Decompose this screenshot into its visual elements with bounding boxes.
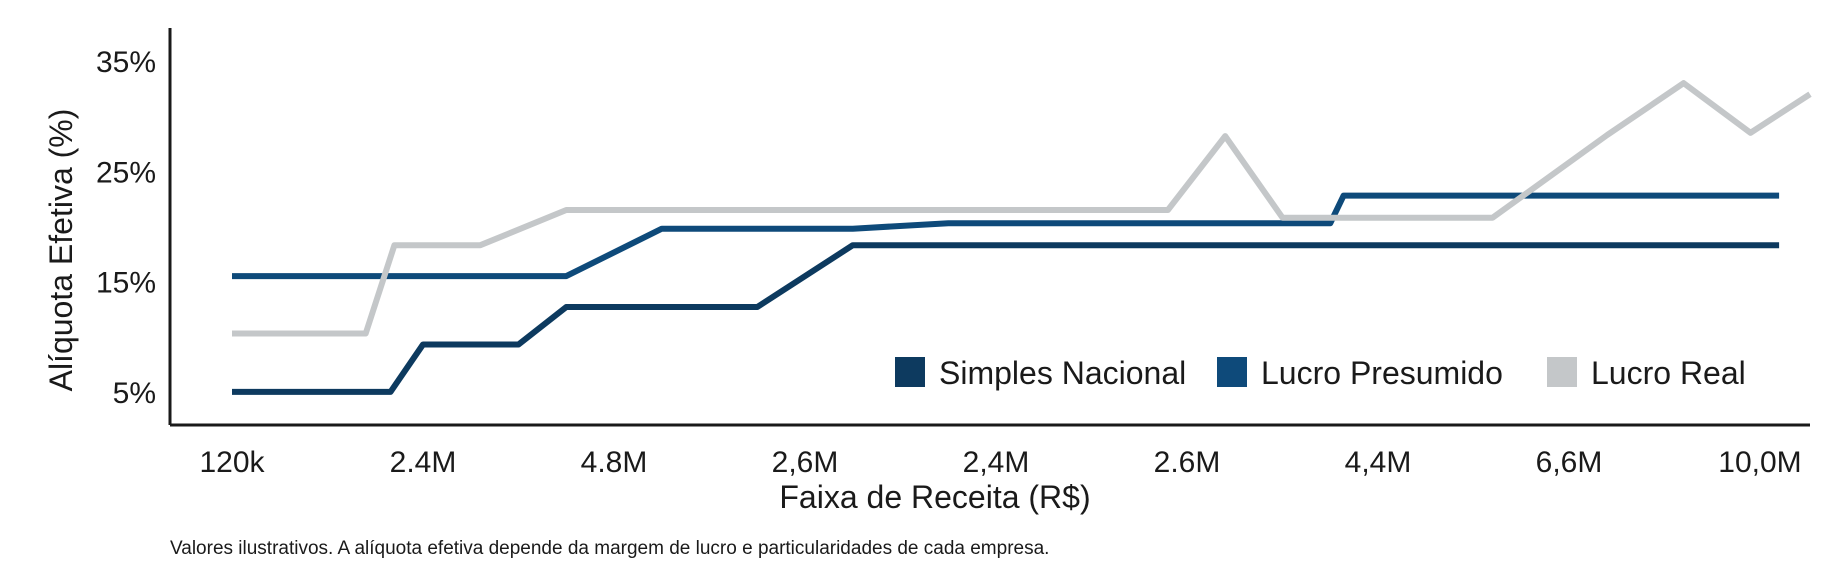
series-line-2 bbox=[232, 192, 1780, 280]
y-tick-label: 35% bbox=[96, 46, 156, 79]
x-tick-label: 2,6M bbox=[772, 446, 839, 479]
legend-label: Lucro Real bbox=[1591, 355, 1746, 391]
legend-label: Lucro Presumido bbox=[1261, 355, 1503, 391]
x-tick-label: 120k bbox=[199, 446, 265, 479]
series-line-3 bbox=[232, 80, 1812, 337]
y-tick-label: 5% bbox=[113, 377, 156, 410]
y-tick-label: 15% bbox=[96, 267, 156, 300]
legend: Simples Nacional Lucro Presumido Lucro Rea… bbox=[895, 355, 1746, 391]
x-tick-labels: 120k 2.4M 4.8M 2,6M 2,4M 2.6M 4,4M 6,6M 10,0M bbox=[199, 446, 1801, 479]
axes bbox=[168, 28, 1810, 427]
x-tick-label: 6,6M bbox=[1536, 446, 1603, 479]
y-tick-labels: 5% 15% 25% 35% bbox=[96, 46, 156, 410]
y-tick-label: 25% bbox=[96, 156, 156, 189]
x-tick-label: 2.4M bbox=[390, 446, 457, 479]
x-tick-label: 4.8M bbox=[581, 446, 648, 479]
x-axis-title: Faixa de Receita (R$) bbox=[779, 479, 1090, 515]
legend-swatch bbox=[1547, 357, 1577, 387]
legend-swatch bbox=[895, 357, 925, 387]
legend-label: Simples Nacional bbox=[939, 355, 1186, 391]
footnote: Valores ilustrativos. A alíquota efetiva… bbox=[170, 538, 1050, 559]
series-lines bbox=[232, 80, 1812, 395]
legend-swatch bbox=[1217, 357, 1247, 387]
x-tick-label: 10,0M bbox=[1718, 446, 1801, 479]
x-tick-label: 2.6M bbox=[1154, 446, 1221, 479]
x-tick-label: 4,4M bbox=[1345, 446, 1412, 479]
series-line-1 bbox=[232, 242, 1780, 395]
x-tick-label: 2,4M bbox=[963, 446, 1030, 479]
y-axis-title: Alíquota Efetiva (%) bbox=[43, 109, 79, 392]
